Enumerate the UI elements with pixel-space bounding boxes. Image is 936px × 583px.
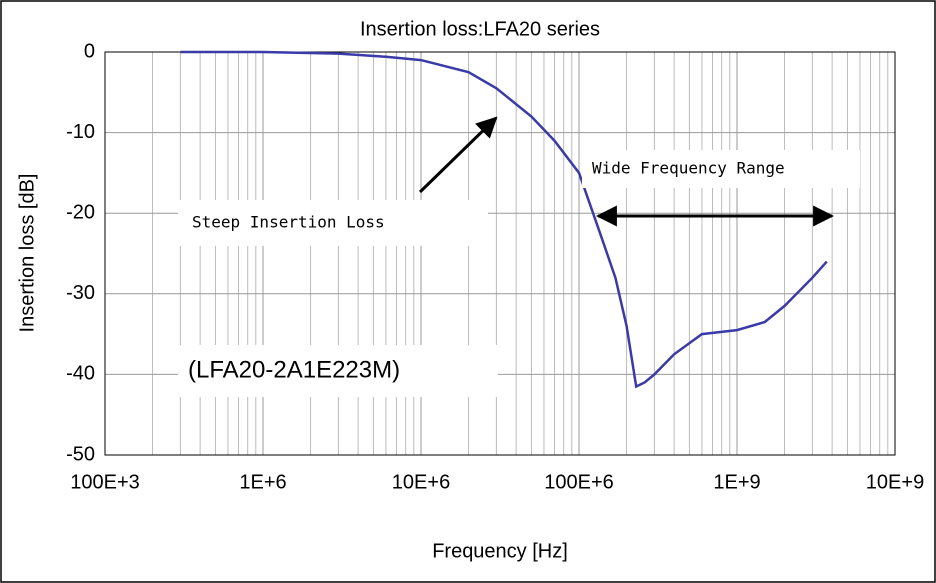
line	[180, 50, 828, 389]
chart-title: Insertion loss:LFA20 series	[360, 18, 600, 40]
x-tick-label: 10E+6	[392, 471, 450, 493]
x-tick-label: 100E+6	[544, 471, 614, 493]
y-tick-label: -20	[66, 201, 95, 223]
annotation-box	[178, 200, 488, 246]
y-tick-label: -10	[66, 121, 95, 143]
x-tick-label: 100E+3	[70, 471, 140, 493]
annotation-box	[178, 345, 498, 397]
y-tick-label: -30	[66, 282, 95, 304]
x-tick-label: 1E+6	[239, 471, 286, 493]
y-axis-label: Insertion loss [dB]	[16, 174, 38, 333]
annotation: Wide Frequency Range	[592, 159, 785, 178]
annotation: (LFA20-2A1E223M)	[188, 356, 400, 383]
annotation-box	[582, 150, 860, 188]
y-tick-label: -50	[66, 443, 95, 465]
y-tick-label: -40	[66, 363, 95, 385]
plot-border	[104, 51, 896, 456]
y-tick-label: 0	[84, 40, 95, 62]
arrow	[418, 116, 498, 194]
annotation: Steep Insertion Loss	[192, 213, 385, 232]
x-axis-label: Frequency [Hz]	[432, 540, 568, 562]
x-tick-label: 10E+9	[866, 471, 924, 493]
x-tick-label: 1E+9	[713, 471, 760, 493]
